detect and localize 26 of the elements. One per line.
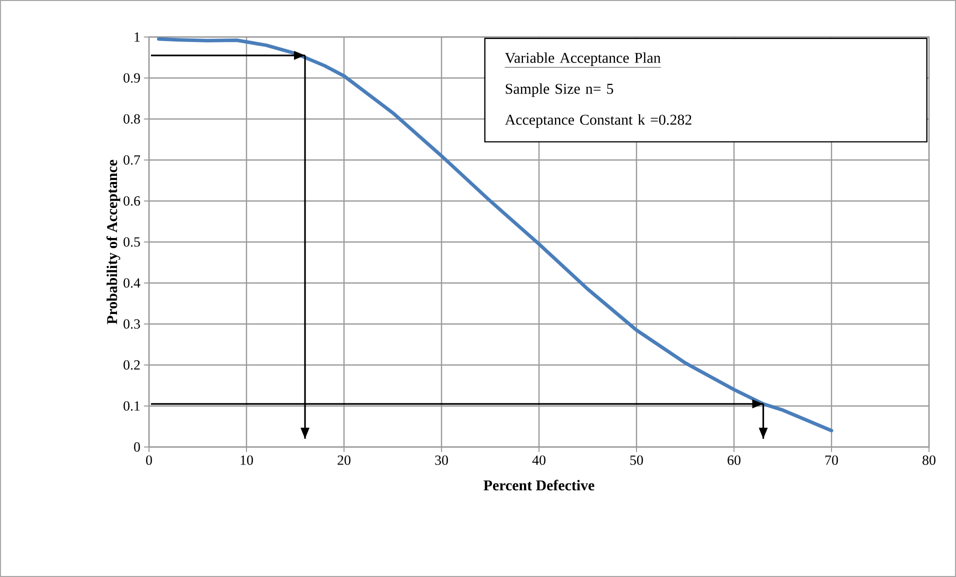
- y-tick-label: 1: [134, 32, 140, 42]
- y-tick-label: 0.3: [124, 319, 140, 329]
- x-tick-label: 10: [240, 456, 253, 465]
- x-tick-label: 70: [825, 456, 838, 465]
- y-tick-label: 0.8: [124, 114, 140, 124]
- line-series: [157, 37, 834, 432]
- y-tick-label: 0.1: [124, 401, 140, 411]
- x-tick-label: 30: [435, 456, 448, 465]
- x-tick-label: 20: [338, 456, 350, 465]
- y-tick-label: 0.2: [124, 360, 140, 370]
- annotation: Sample Size n= 5: [506, 83, 614, 97]
- x-axis-title: Percent Defective: [484, 480, 594, 490]
- annotation: Variable Acceptance Plan: [505, 52, 661, 66]
- annotation: Acceptance Constant k =0.282: [504, 114, 692, 128]
- x-tick-label: 0: [146, 456, 152, 465]
- y-tick-label: 0.5: [124, 237, 140, 247]
- x-tick-label: 60: [728, 456, 740, 465]
- y-tick-label: 0.7: [124, 155, 140, 165]
- x-tick-label: 50: [630, 456, 643, 465]
- y-tick-label: 0.6: [124, 196, 140, 206]
- y-tick-label: 0.9: [124, 73, 140, 83]
- x-tick-label: 80: [922, 456, 936, 465]
- y-tick-label: 0.4: [124, 278, 140, 288]
- y-axis-title: Probability of Acceptance: [106, 160, 120, 324]
- y-tick-label: 0: [134, 442, 140, 452]
- x-tick-label: 40: [532, 456, 546, 465]
